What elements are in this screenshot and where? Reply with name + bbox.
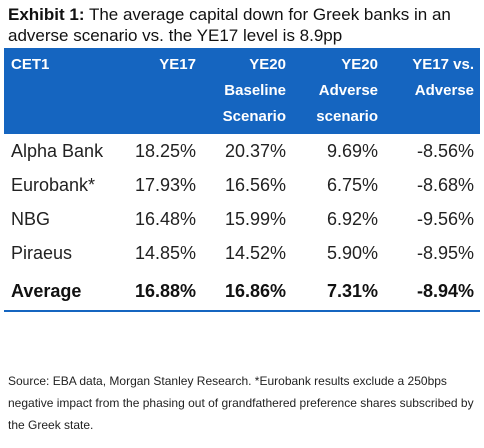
exhibit-label: Exhibit 1: — [8, 5, 85, 24]
cell-baseline: 14.52% — [224, 243, 286, 263]
cell-baseline: 16.56% — [224, 175, 286, 195]
cell-diff: -8.56% — [416, 141, 474, 161]
cell-ye17: 16.48% — [134, 209, 196, 229]
header-ye20-adverse: YE20 Adverse scenario — [316, 56, 378, 125]
bank-name: NBG — [11, 209, 51, 229]
exhibit-title: Exhibit 1: The average capital down for … — [8, 4, 478, 46]
exhibit-title-text: The average capital down for Greek banks… — [8, 5, 451, 45]
average-row: Average 16.88% 16.86% 7.31% -8.94% — [4, 270, 480, 311]
table-row: Alpha Bank 18.25% 20.37% 9.69% -8.56% — [4, 134, 480, 168]
table-row: NBG 16.48% 15.99% 6.92% -9.56% — [4, 202, 480, 236]
cell-adverse: 9.69% — [326, 141, 378, 161]
header-ye17: YE17 — [159, 56, 196, 73]
cell-diff: -8.68% — [416, 175, 474, 195]
cell-ye17: 18.25% — [134, 141, 196, 161]
cell-adverse: 6.75% — [326, 175, 378, 195]
cet1-table: CET1 YE17 YE20 Baseline Scenario YE20 Ad… — [4, 48, 480, 312]
table-row: Piraeus 14.85% 14.52% 5.90% -8.95% — [4, 236, 480, 270]
cell-baseline: 15.99% — [224, 209, 286, 229]
cell-adverse: 6.92% — [326, 209, 378, 229]
table-row: Eurobank* 17.93% 16.56% 6.75% -8.68% — [4, 168, 480, 202]
average-adverse: 7.31% — [326, 281, 378, 301]
average-ye17: 16.88% — [134, 281, 196, 301]
cell-ye17: 17.93% — [134, 175, 196, 195]
bank-name: Piraeus — [11, 243, 73, 263]
cell-baseline: 20.37% — [224, 141, 286, 161]
cell-diff: -9.56% — [416, 209, 474, 229]
cell-ye17: 14.85% — [134, 243, 196, 263]
cell-diff: -8.95% — [416, 243, 474, 263]
cell-adverse: 5.90% — [326, 243, 378, 263]
table-header-row: CET1 YE17 YE20 Baseline Scenario YE20 Ad… — [4, 48, 480, 134]
average-label: Average — [11, 281, 82, 301]
average-baseline: 16.86% — [224, 281, 286, 301]
source-note: Source: EBA data, Morgan Stanley Researc… — [8, 374, 474, 432]
header-ye17-vs-adverse: YE17 vs. Adverse — [412, 56, 474, 99]
bank-name: Alpha Bank — [11, 141, 104, 161]
header-cet1: CET1 — [11, 56, 50, 73]
average-diff: -8.94% — [416, 281, 474, 301]
bank-name: Eurobank* — [11, 175, 96, 195]
header-ye20-baseline: YE20 Baseline Scenario — [222, 56, 286, 125]
